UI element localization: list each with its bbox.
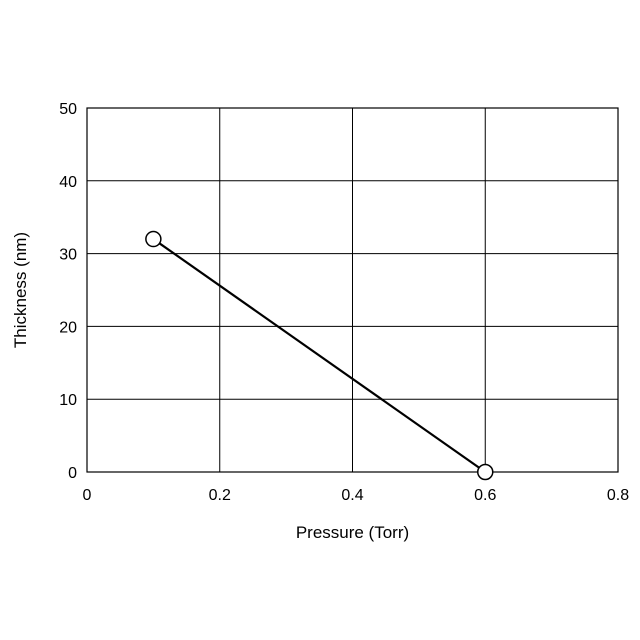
- y-axis-title: Thickness (nm): [11, 232, 30, 348]
- y-tick-label: 50: [59, 101, 77, 118]
- y-tick-label: 20: [59, 319, 77, 336]
- y-tick-label: 0: [68, 465, 77, 482]
- data-point-1: [478, 465, 493, 480]
- x-tick-label: 0.6: [474, 487, 496, 504]
- series-group: [146, 232, 493, 480]
- series-line-0: [153, 239, 485, 472]
- y-tick-label: 40: [59, 174, 77, 191]
- x-tick-label: 0.2: [209, 487, 231, 504]
- data-point-0: [146, 232, 161, 247]
- x-tick-labels: 0 0.2 0.4 0.6 0.8: [83, 487, 630, 504]
- x-tick-label: 0.4: [341, 487, 363, 504]
- x-tick-label: 0: [83, 487, 92, 504]
- y-tick-label: 10: [59, 392, 77, 409]
- y-tick-labels: 0 10 20 30 40 50: [59, 101, 77, 482]
- grid-lines: [87, 108, 618, 472]
- x-tick-label: 0.8: [607, 487, 629, 504]
- x-axis-title: Pressure (Torr): [296, 523, 409, 542]
- y-tick-label: 30: [59, 247, 77, 264]
